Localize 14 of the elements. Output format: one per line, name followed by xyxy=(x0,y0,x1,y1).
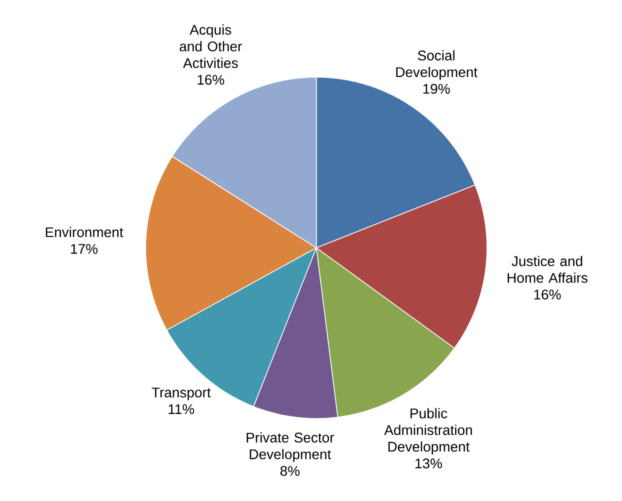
slice-label: Private Sector Development xyxy=(246,432,334,462)
data-label: 16% xyxy=(198,74,224,85)
data-label: 8% xyxy=(280,466,300,476)
data-label: 17% xyxy=(71,244,98,254)
slice-label: Justice and Home Affairs xyxy=(508,256,588,283)
slice-label: Public Administration Development xyxy=(384,408,472,454)
slice-label: Acquis and Other Activities xyxy=(180,24,242,68)
slice-label: Transport xyxy=(152,388,211,400)
slice-label: Environment xyxy=(46,226,124,238)
data-label: 11% xyxy=(168,404,194,414)
data-label: 19% xyxy=(423,84,450,94)
data-label: 13% xyxy=(416,458,442,468)
slice-label: Social Development xyxy=(396,50,478,80)
data-label: 16% xyxy=(534,290,561,300)
